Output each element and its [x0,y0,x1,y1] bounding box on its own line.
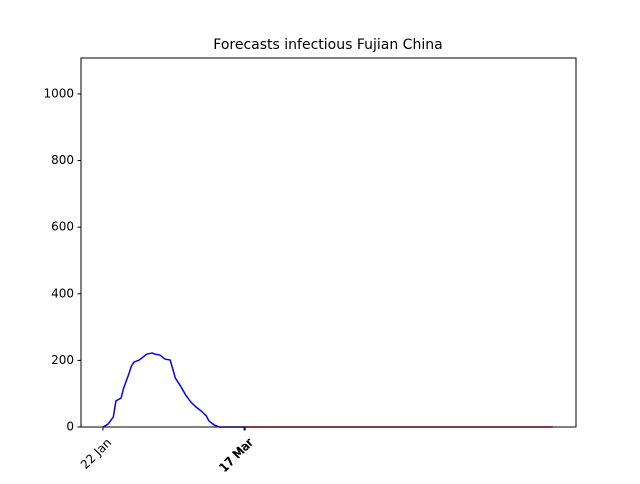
y-tick-label: 1000 [43,86,74,100]
y-tick-label: 0 [66,420,74,434]
y-tick-label: 800 [51,153,74,167]
y-tick-label: 400 [51,286,74,300]
chart-title: Forecasts infectious Fujian China [213,37,442,53]
plot-frame [80,57,577,428]
y-tick-label: 200 [51,353,74,367]
data-line [102,352,246,428]
y-tick-label: 600 [51,220,74,234]
